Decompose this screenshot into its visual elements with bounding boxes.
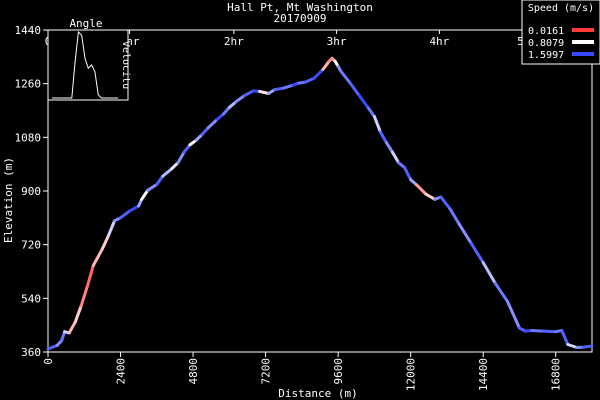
legend-label: 0.8079 <box>528 38 564 49</box>
x-tick-label: 12000 <box>405 358 418 391</box>
inset-ylabel: Velocitu <box>120 41 131 89</box>
elevation-segment <box>357 94 370 110</box>
elevation-segment <box>282 83 295 90</box>
elevation-segment <box>542 329 558 334</box>
elevation-segment <box>581 344 594 349</box>
elevation-segment <box>128 204 141 213</box>
legend-label: 1.5997 <box>528 50 564 61</box>
y-tick-label: 360 <box>21 346 41 359</box>
elevation-segment <box>439 195 452 211</box>
elevation-segment <box>206 117 219 130</box>
elevation-segment <box>415 183 428 196</box>
elevation-segment <box>119 209 132 220</box>
elevation-segment <box>403 166 413 182</box>
y-axis: 360 540 720 900 1080 1260 1440 <box>15 24 48 359</box>
chart-subtitle: 20170909 <box>274 12 327 25</box>
elevation-segment <box>372 115 382 134</box>
elevation-segment <box>448 207 461 226</box>
elevation-segment <box>106 219 116 238</box>
elevation-segment <box>91 247 104 267</box>
elevation-segment <box>146 182 159 192</box>
elevation-segment <box>60 330 67 343</box>
x-tick-label: 0 <box>42 358 55 365</box>
angle-velocity-inset: Angle Velocitu <box>47 17 131 101</box>
time-tick-label: 3hr <box>327 35 347 48</box>
elevation-segment <box>505 299 521 330</box>
elevation-segment <box>303 76 316 84</box>
elevation-segment <box>391 150 401 165</box>
elevation-series <box>46 56 594 351</box>
elevation-segment <box>385 141 394 154</box>
y-tick-label: 1440 <box>15 24 42 37</box>
x-tick-label: 2400 <box>115 358 128 385</box>
elevation-segment <box>85 264 95 288</box>
elevation-segment <box>321 59 331 71</box>
x-axis: 0 2400 4800 7200 9600 12000 14400 16800 <box>42 352 563 391</box>
elevation-segment <box>73 304 83 324</box>
elevation-segment <box>46 343 59 351</box>
elevation-segment <box>161 167 174 178</box>
elevation-segment <box>424 192 437 201</box>
elevation-segment <box>348 81 361 98</box>
elevation-segment <box>67 320 77 335</box>
y-axis-label: Elevation (m) <box>2 157 15 243</box>
elevation-segment <box>233 94 246 104</box>
elevation-segment <box>339 70 352 85</box>
elevation-segment <box>530 329 546 333</box>
time-tick-label: 2hr <box>224 35 244 48</box>
legend-label: 0.0161 <box>528 26 564 37</box>
elevation-segment <box>273 86 286 92</box>
elevation-segment <box>378 130 388 145</box>
elevation-segment <box>155 174 165 186</box>
elevation-segment <box>566 343 579 349</box>
y-tick-label: 1080 <box>15 131 42 144</box>
y-tick-label: 900 <box>21 185 41 198</box>
x-tick-label: 7200 <box>260 358 273 385</box>
elevation-segment <box>560 329 570 346</box>
elevation-segment <box>469 241 485 265</box>
legend-title: Speed (m/s) <box>528 3 594 14</box>
elevation-segment <box>100 234 110 251</box>
elevation-segment <box>176 150 186 165</box>
y-tick-label: 1260 <box>15 78 42 91</box>
elevation-segment <box>481 261 497 285</box>
elevation-segment <box>457 222 473 245</box>
x-tick-label: 14400 <box>477 358 490 391</box>
inset-curve <box>52 30 118 99</box>
elevation-segment <box>182 143 192 154</box>
elevation-segment <box>79 284 89 308</box>
chart-title: Hall Pt, Mt Washington <box>227 1 373 14</box>
elevation-segment <box>140 188 150 201</box>
x-axis-label: Distance (m) <box>278 387 357 400</box>
x-tick-label: 4800 <box>187 358 200 385</box>
elevation-segment <box>258 89 271 95</box>
x-tick-label: 16800 <box>550 358 563 391</box>
y-tick-label: 720 <box>21 239 41 252</box>
y-tick-label: 540 <box>21 292 41 305</box>
elevation-segment <box>493 281 509 303</box>
time-tick-label: 4hr <box>429 35 449 48</box>
x-tick-label: 9600 <box>332 358 345 385</box>
elevation-segment <box>312 67 325 80</box>
elevation-segment <box>366 106 376 118</box>
elevation-segment <box>242 89 255 98</box>
inset-title: Angle <box>69 17 102 30</box>
